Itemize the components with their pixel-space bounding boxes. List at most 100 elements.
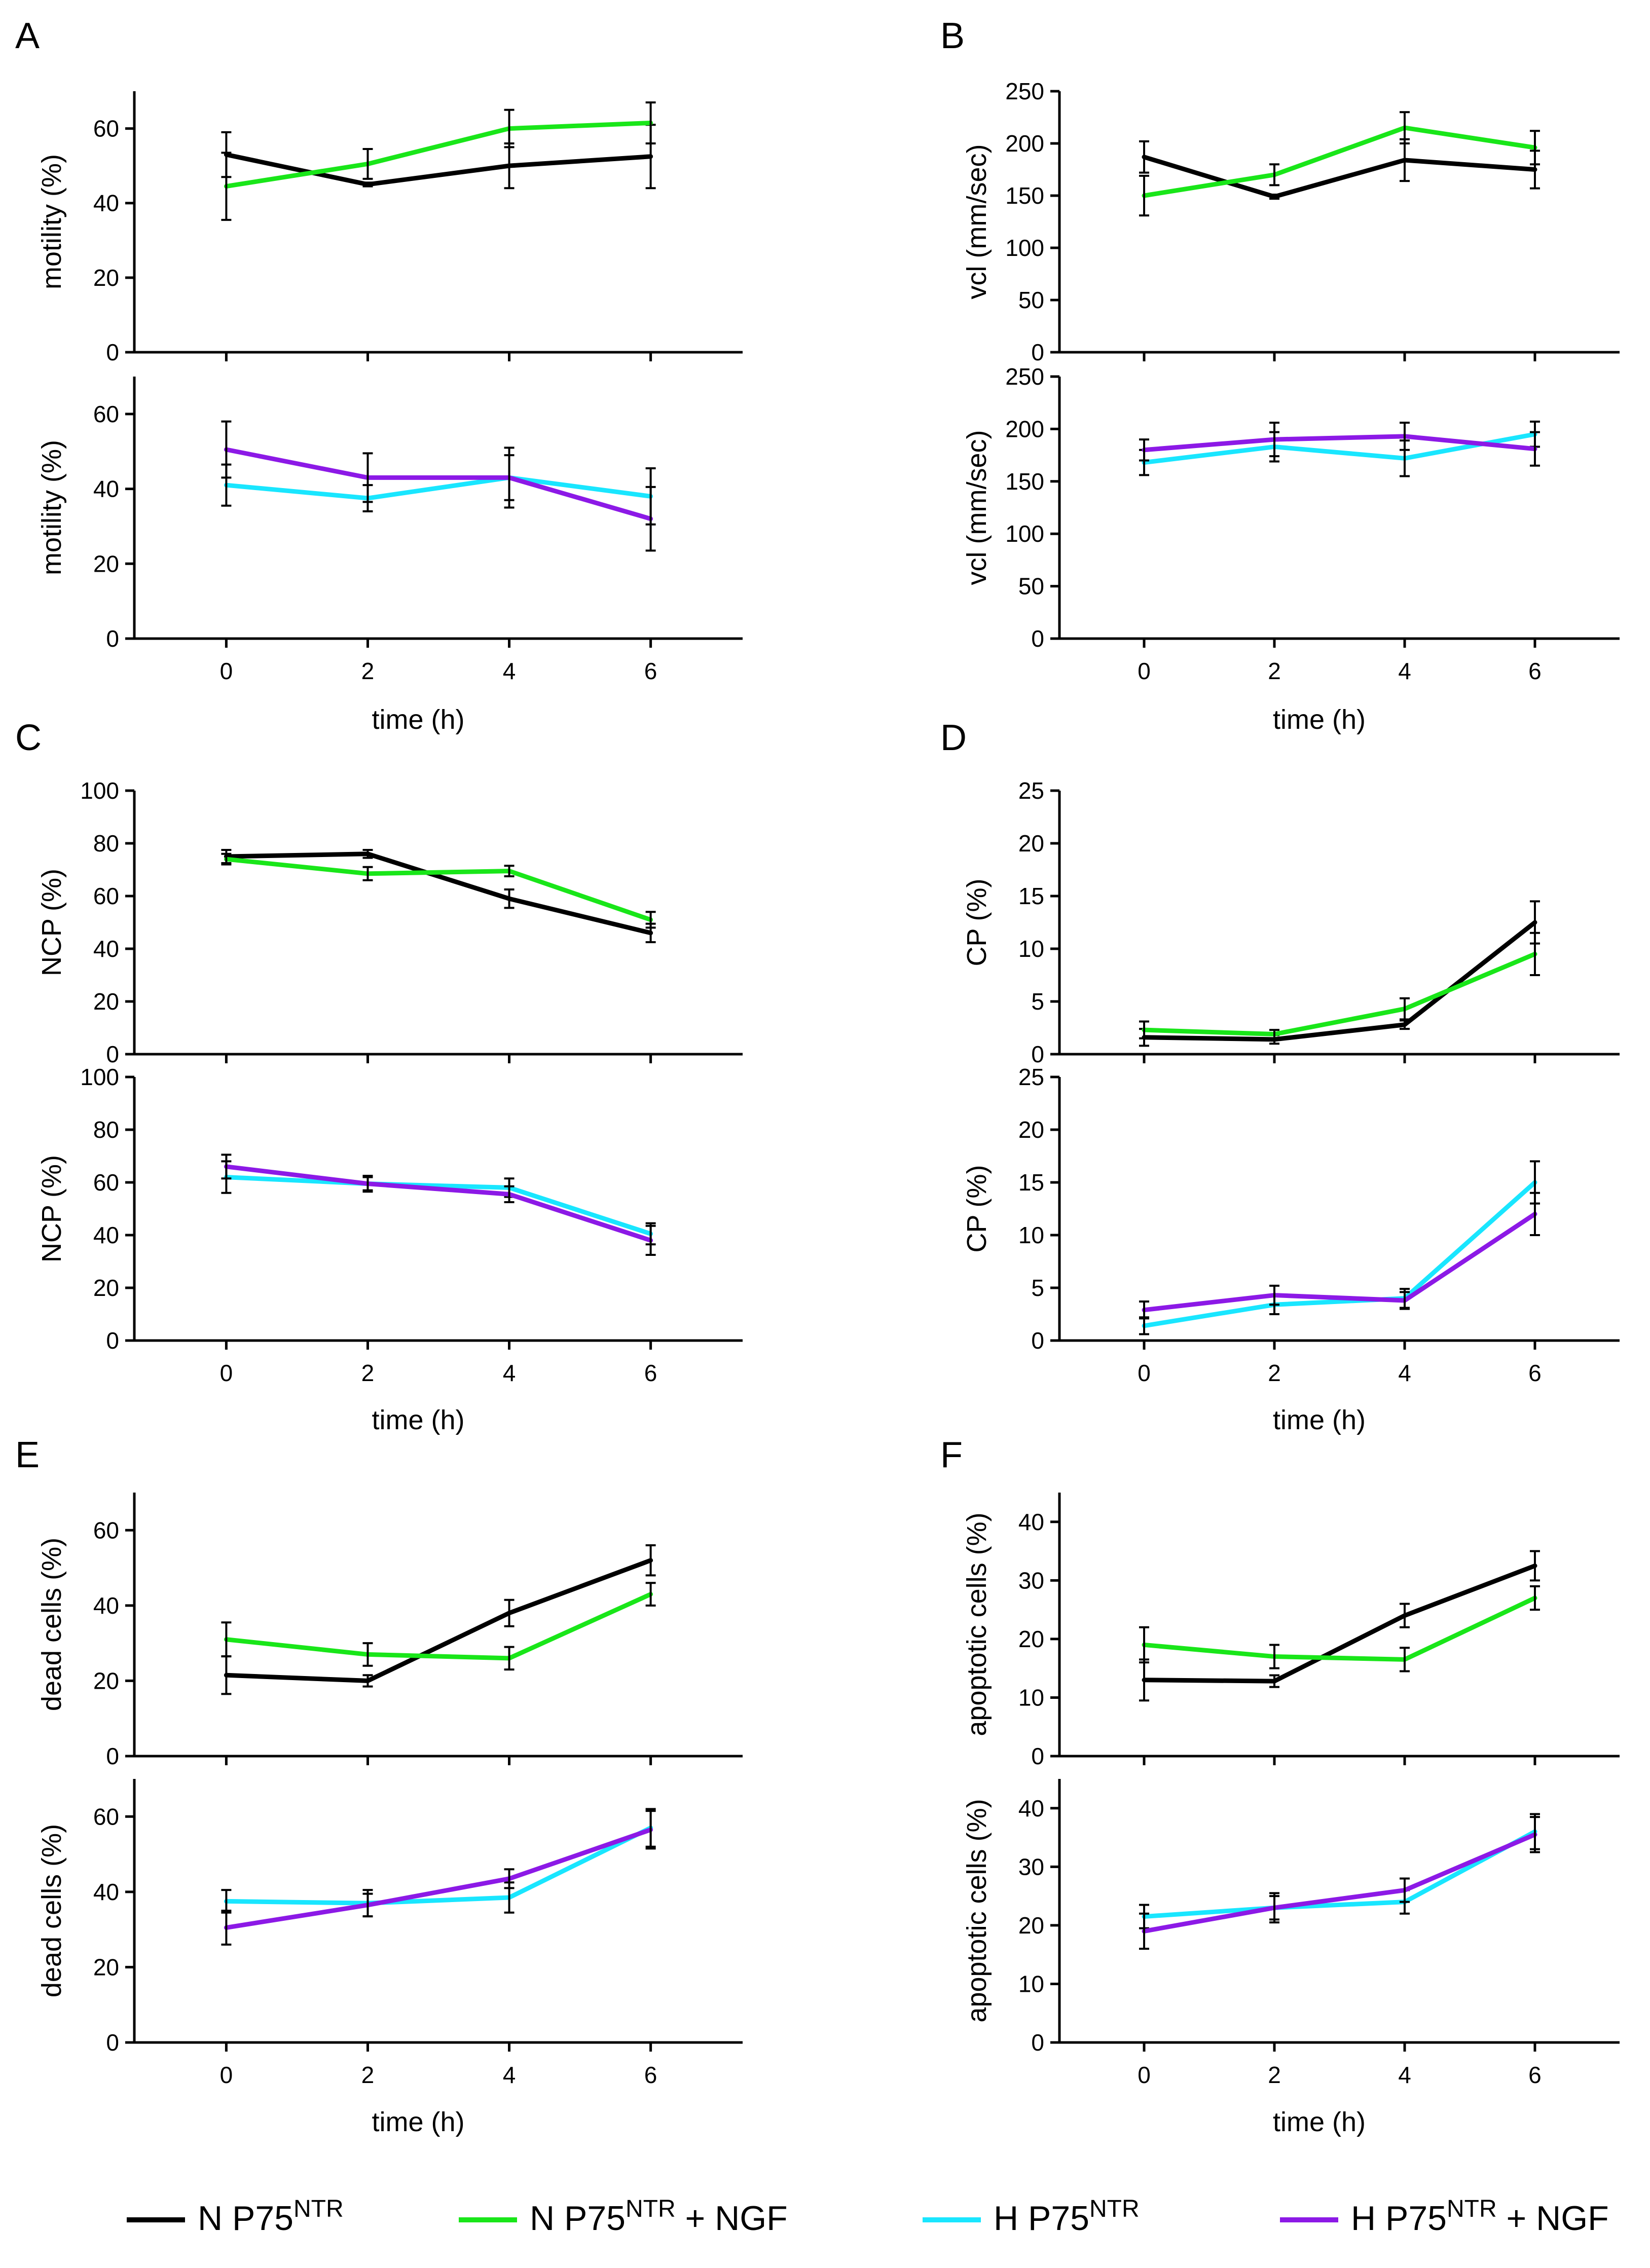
error-bar [1269,1892,1280,1924]
series-n-p75ntr [221,849,656,943]
series-line [224,1175,653,1236]
y-tick-label: 5 [1031,1275,1044,1301]
y-tick-label: 200 [1005,130,1044,157]
x-tick-label: 4 [1398,1360,1411,1386]
legend-label-superscript: NTR [1089,2196,1140,2222]
y-tick-label: 20 [93,988,119,1015]
error-bar [362,452,373,503]
series-h-p75ntr-plus-ngf [1139,1816,1540,1950]
series-line [1142,434,1537,453]
y-tick-label: 0 [106,1041,119,1067]
series-n-p75ntr-plus-ngf [221,101,656,221]
y-tick-label: 40 [93,936,119,962]
y-tick-label: 0 [106,339,119,365]
legend-label: H P75NTR [994,2196,1140,2238]
error-bar [1529,1550,1540,1582]
error-bar [1269,1674,1280,1688]
y-tick-label: 10 [1018,936,1044,962]
error-bar [1139,140,1150,174]
series-line [224,152,653,187]
y-tick-label: 100 [80,777,119,804]
y-tick-label: 250 [1005,78,1044,104]
legend-item-h-p75ntr-plus-ngf: H P75NTR + NGF [1280,2196,1609,2238]
y-tick-label: 20 [93,265,119,291]
y-tick-label: 100 [1005,235,1044,261]
error-bar [504,1646,515,1671]
x-axis-title: time (h) [372,2107,464,2137]
y-axis-title: dead cells (%) [36,1824,67,1997]
error-bar [1529,1192,1540,1236]
series-line [224,475,653,501]
subplot-top: 0 10 20 30 40 apoptotic cells (%) [962,1493,1620,1769]
series-h-p75ntr-plus-ngf [1139,421,1540,467]
x-tick-label: 4 [503,1360,516,1386]
error-bar [504,1185,515,1203]
y-tick-label: 20 [1018,1117,1044,1143]
series-line [1142,1211,1537,1313]
x-tick-label: 4 [503,2062,516,2088]
x-axis-title: time (h) [372,1405,464,1435]
series-line [224,1826,653,1906]
error-bar [1399,997,1410,1021]
y-tick-label: 0 [1031,2029,1044,2056]
y-tick-label: 80 [93,1117,119,1143]
y-tick-label: 20 [93,1954,119,1980]
series-line [224,1558,653,1683]
y-tick-label: 80 [93,830,119,857]
y-axis-title: motility (%) [36,440,67,575]
series-line [224,1164,653,1243]
legend-item-h-p75ntr: H P75NTR [923,2196,1140,2238]
legend-label: N P75NTR [198,2196,344,2238]
x-tick-label: 2 [1268,2062,1281,2088]
y-tick-label: 5 [1031,988,1044,1015]
y-tick-label: 150 [1005,468,1044,495]
y-tick-label: 10 [1018,1970,1044,1997]
y-tick-label: 20 [93,550,119,577]
legend-label-suffix: + NGF [676,2199,788,2238]
y-tick-label: 60 [93,401,119,427]
x-tick-label: 4 [1398,2062,1411,2088]
series-line [224,1827,653,1930]
x-tick-label: 6 [1528,658,1542,684]
series-line [1142,1595,1537,1662]
y-axis-title: motility (%) [36,154,67,289]
subplot-top: 0 20 40 60 motility (%) [36,91,743,365]
error-bar [1399,1019,1410,1030]
x-tick-label: 2 [361,2062,375,2088]
y-tick-label: 40 [93,1222,119,1248]
y-axis-title: NCP (%) [36,869,67,976]
x-tick-label: 0 [220,2062,233,2088]
panel-e: E 0 20 40 60 dead cells (%) 0 20 40 60 0 2 4 6 dead ce… [15,1435,743,2137]
legend-label-main: N P75 [198,2199,294,2238]
x-tick-label: 2 [1268,658,1281,684]
error-bar [1529,1816,1540,1853]
panel-letter: A [15,16,40,56]
error-bar [504,454,515,501]
x-tick-label: 2 [1268,1360,1281,1386]
error-bar [504,1598,515,1627]
error-bar [221,1621,232,1658]
series-line [224,447,653,522]
y-tick-label: 0 [106,2029,119,2056]
x-axis-title: time (h) [1273,2107,1366,2137]
series-n-p75ntr-plus-ngf [221,852,656,929]
error-bar [1139,1912,1150,1950]
y-tick-label: 20 [93,1275,119,1301]
legend-item-n-p75ntr: N P75NTR [127,2196,344,2238]
y-tick-label: 150 [1005,182,1044,209]
panel-a: A 0 20 40 60 motility (%) 0 20 40 60 0 2 4 6 motility … [15,16,743,735]
legend-label: H P75NTR + NGF [1351,2196,1609,2238]
error-bar [1399,1291,1410,1310]
legend-item-n-p75ntr-plus-ngf: N P75NTR + NGF [459,2196,788,2238]
y-tick-label: 50 [1018,573,1044,600]
error-bar [1399,1877,1410,1903]
error-bar [1529,932,1540,976]
error-bar [504,1868,515,1889]
series-line [1142,1563,1537,1684]
y-tick-label: 10 [1018,1684,1044,1711]
panel-letter: F [940,1435,963,1475]
panel-f: F 0 10 20 30 40 apoptotic cells (%) 0 10 20 30 40 0 2… [940,1435,1620,2137]
error-bar [1399,1647,1410,1672]
